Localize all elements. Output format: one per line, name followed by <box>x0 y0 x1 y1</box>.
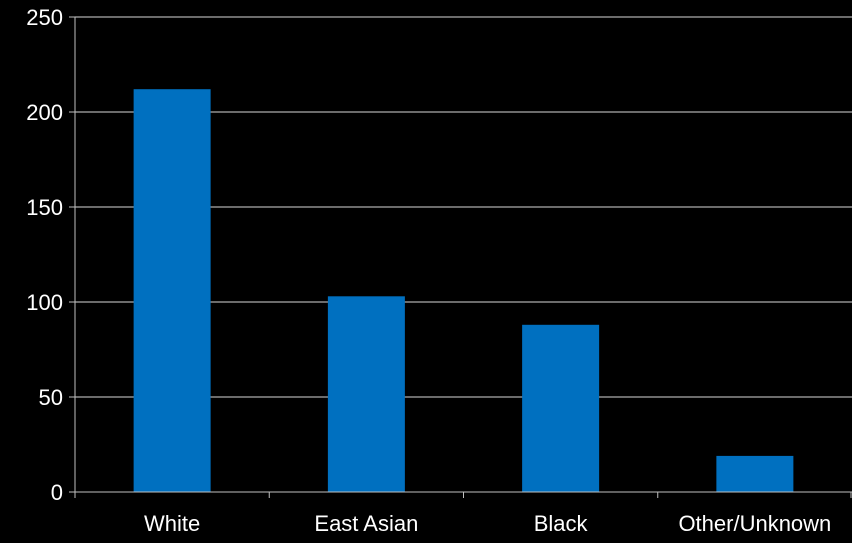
y-tick-label-150: 150 <box>26 195 63 220</box>
bar-other-unknown <box>716 455 794 492</box>
x-tick-labels: White East Asian Black Other/Unknown <box>144 511 831 536</box>
y-tick-label-250: 250 <box>26 5 63 30</box>
x-tick-label-other-unknown: Other/Unknown <box>678 511 831 536</box>
bars <box>133 89 794 492</box>
x-tick-label-white: White <box>144 511 200 536</box>
axes <box>69 16 852 498</box>
bar-white <box>133 89 211 492</box>
x-tick-label-black: Black <box>534 511 589 536</box>
bar-black <box>522 324 600 492</box>
y-tick-label-200: 200 <box>26 100 63 125</box>
y-tick-label-0: 0 <box>51 480 63 505</box>
x-tick-label-east-asian: East Asian <box>314 511 418 536</box>
y-tick-labels: 0 50 100 150 200 250 <box>26 5 63 505</box>
y-tick-label-100: 100 <box>26 290 63 315</box>
bar-east-asian <box>327 296 405 492</box>
y-tick-label-50: 50 <box>39 385 63 410</box>
